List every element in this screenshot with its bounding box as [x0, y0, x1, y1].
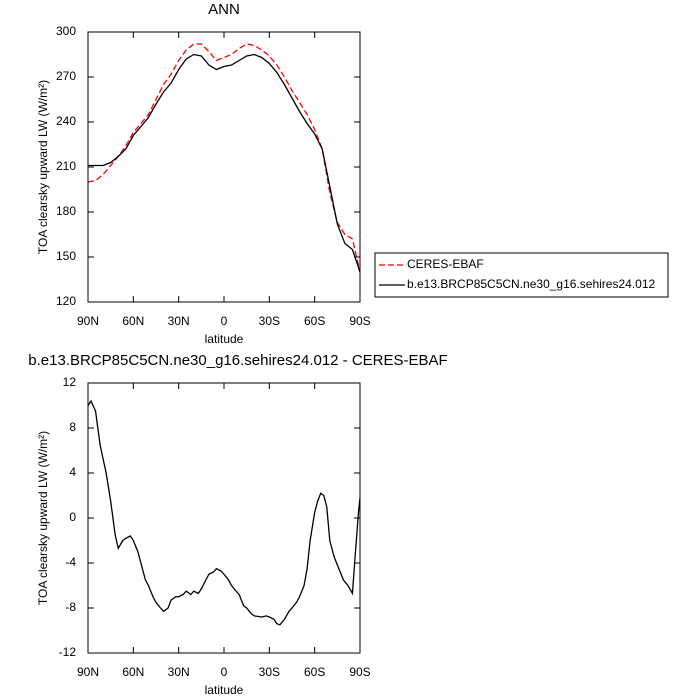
y-tick-label: 240 [56, 114, 76, 128]
x-tick-label: 60N [122, 314, 144, 328]
data-line [87, 43, 361, 273]
plot-frame [87, 31, 361, 303]
y-axis-label: TOA clearsky upward LW (W/m²) [36, 80, 50, 254]
chart-title: b.e13.BRCP85C5CN.ne30_g16.sehires24.012 … [28, 352, 447, 369]
y-tick-label: 12 [63, 375, 77, 389]
y-tick-label: 210 [56, 159, 76, 173]
x-tick-label: 0 [221, 665, 228, 679]
x-tick-label: 0 [221, 314, 228, 328]
x-tick-label: 60S [304, 665, 325, 679]
y-tick-label: 150 [56, 249, 76, 263]
legend-label: b.e13.BRCP85C5CN.ne30_g16.sehires24.012 [407, 277, 655, 291]
legend-label: CERES-EBAF [407, 257, 484, 271]
chart-title: ANN [208, 1, 240, 18]
y-tick-label: 120 [56, 294, 76, 308]
y-axis-label: TOA clearsky upward LW (W/m²) [36, 431, 50, 605]
x-tick-label: 30S [259, 665, 280, 679]
y-tick-label: -8 [65, 600, 76, 614]
legend-box [374, 252, 669, 298]
x-tick-label: 30S [259, 314, 280, 328]
y-tick-label: 0 [69, 510, 76, 524]
y-tick-label: 8 [69, 420, 76, 434]
y-tick-label: -4 [65, 555, 76, 569]
plot-frame [87, 382, 361, 654]
x-tick-label: 90S [349, 665, 370, 679]
y-tick-label: 270 [56, 69, 76, 83]
x-tick-label: 90N [77, 665, 99, 679]
y-tick-label: 300 [56, 24, 76, 38]
data-line [87, 399, 361, 626]
data-line [88, 53, 361, 273]
y-tick-label: 180 [56, 204, 76, 218]
x-tick-label: 90N [77, 314, 99, 328]
y-tick-label: 4 [69, 465, 76, 479]
x-axis-label: latitude [205, 332, 244, 346]
x-tick-label: 60N [122, 665, 144, 679]
x-tick-label: 60S [304, 314, 325, 328]
x-axis-label: latitude [205, 683, 244, 697]
y-tick-label: -12 [59, 645, 77, 659]
x-tick-label: 30N [168, 665, 190, 679]
x-tick-label: 90S [349, 314, 370, 328]
x-tick-label: 30N [168, 314, 190, 328]
